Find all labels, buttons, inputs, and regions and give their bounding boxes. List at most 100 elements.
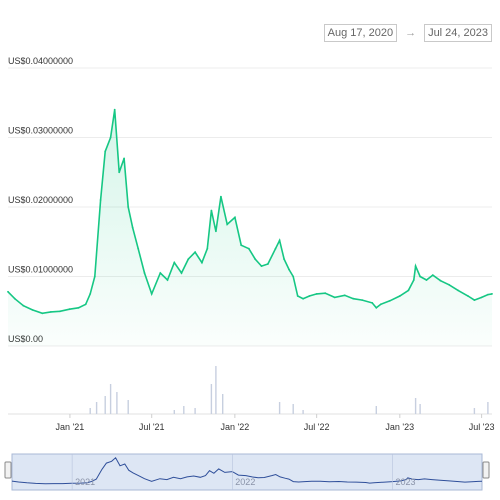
- price-point: [361, 299, 364, 301]
- price-point: [333, 296, 336, 299]
- price-area: [8, 109, 492, 346]
- price-point: [220, 195, 222, 198]
- price-point: [467, 295, 469, 297]
- price-point: [89, 293, 92, 295]
- price-point: [7, 290, 9, 293]
- navigator-right-handle[interactable]: [482, 461, 490, 479]
- price-point: [302, 297, 304, 300]
- price-point: [50, 311, 52, 313]
- price-point: [296, 295, 299, 297]
- price-point: [166, 279, 169, 281]
- y-tick-label: US$0.01000000: [8, 265, 73, 275]
- price-point: [412, 279, 415, 281]
- price-point: [234, 216, 236, 219]
- volume-bar: [487, 402, 489, 414]
- price-point: [407, 289, 410, 292]
- price-point: [398, 295, 401, 297]
- date-range-picker: Aug 17, 2020 → Jul 24, 2023: [323, 24, 492, 42]
- price-point: [194, 251, 197, 254]
- price-point: [283, 258, 285, 260]
- x-tick-label: Jan '23: [385, 422, 414, 432]
- volume-bar: [473, 408, 476, 414]
- volume-bar: [215, 366, 217, 414]
- price-point: [267, 263, 269, 265]
- price-point: [226, 223, 229, 226]
- navigator-year-label: 2021: [75, 477, 95, 487]
- price-point: [77, 306, 80, 309]
- price-point: [127, 206, 130, 208]
- price-point: [278, 239, 281, 242]
- price-point: [288, 268, 290, 271]
- navigator-left-handle[interactable]: [4, 461, 12, 479]
- price-point: [248, 247, 250, 250]
- price-point: [143, 272, 146, 274]
- price-point: [210, 209, 213, 212]
- price-point: [187, 258, 190, 260]
- price-point: [93, 275, 96, 278]
- price-point: [487, 293, 489, 296]
- volume-bar: [104, 396, 106, 414]
- price-point: [31, 309, 34, 311]
- price-point: [473, 299, 476, 301]
- price-point: [99, 199, 102, 201]
- price-point: [240, 244, 243, 247]
- volume-bar: [414, 398, 417, 414]
- price-point: [201, 261, 203, 264]
- price-point: [84, 303, 87, 306]
- volume-bar: [210, 384, 213, 414]
- volume-bar: [173, 410, 175, 414]
- price-point: [371, 302, 374, 304]
- price-point: [173, 261, 176, 264]
- y-tick-label: US$0.02000000: [8, 195, 73, 205]
- volume-bar: [183, 406, 185, 414]
- price-point: [13, 297, 16, 300]
- price-point: [292, 275, 295, 278]
- price-point: [480, 296, 483, 299]
- price-point: [131, 226, 134, 229]
- price-point: [324, 292, 327, 295]
- price-point: [137, 247, 140, 250]
- price-point: [419, 275, 421, 278]
- x-tick-label: Jan '22: [220, 422, 249, 432]
- volume-bar: [419, 404, 421, 414]
- volume-bar: [95, 402, 98, 414]
- price-line: [7, 109, 493, 315]
- volume-bar: [194, 408, 196, 414]
- y-tick-label: US$0.04000000: [8, 56, 73, 66]
- date-to-input[interactable]: Jul 24, 2023: [424, 24, 492, 42]
- price-point: [113, 108, 116, 111]
- price-point: [343, 294, 346, 297]
- price-point: [439, 279, 442, 282]
- price-point: [109, 136, 112, 139]
- price-point: [352, 297, 355, 300]
- range-navigator[interactable]: 2021 2022 2023: [4, 453, 490, 491]
- date-from-input[interactable]: Aug 17, 2020: [323, 24, 398, 42]
- volume-bar: [127, 400, 129, 414]
- price-point: [150, 293, 153, 295]
- navigator-line: [11, 457, 483, 485]
- navigator-axis: 2021 2022 2023: [71, 454, 416, 490]
- price-point: [254, 258, 257, 260]
- x-tick-label: Jan '21: [56, 422, 85, 432]
- price-point: [59, 310, 61, 313]
- price-point: [425, 279, 428, 281]
- price-point: [414, 265, 417, 267]
- volume-bar: [302, 410, 304, 414]
- volume-bar: [278, 402, 281, 414]
- price-point: [375, 306, 378, 309]
- price-point: [274, 247, 277, 250]
- price-point: [448, 283, 450, 286]
- x-tick-label: Jul '21: [139, 422, 165, 432]
- price-point: [118, 171, 121, 174]
- range-arrow-icon: →: [405, 27, 417, 39]
- price-point: [457, 289, 459, 292]
- price-point: [431, 274, 434, 276]
- price-point: [260, 265, 263, 267]
- price-point: [123, 157, 125, 160]
- x-tick-label: Jul '22: [304, 422, 330, 432]
- navigator-selection[interactable]: [11, 453, 483, 491]
- volume-bar: [109, 384, 112, 414]
- navigator-year-label: 2023: [395, 477, 415, 487]
- y-tick-label: US$0.03000000: [8, 126, 73, 136]
